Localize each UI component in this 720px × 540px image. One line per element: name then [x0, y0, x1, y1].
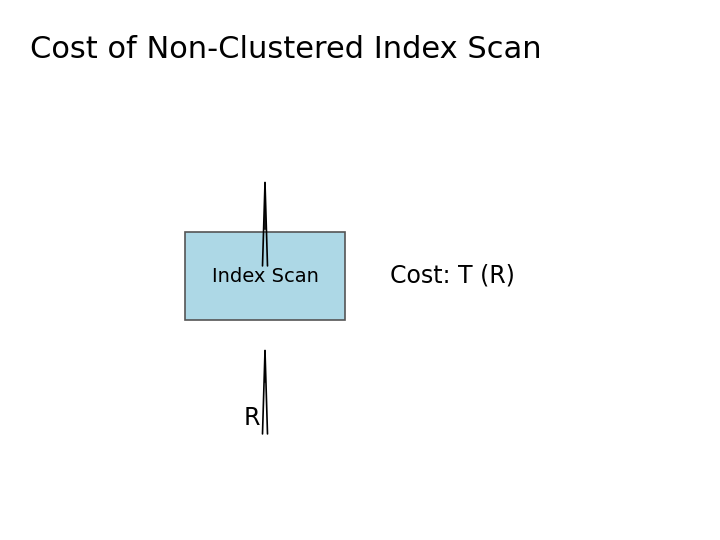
Text: Index Scan: Index Scan — [212, 267, 318, 286]
Text: Cost: T (R): Cost: T (R) — [390, 264, 515, 288]
Text: Cost of Non-Clustered Index Scan: Cost of Non-Clustered Index Scan — [30, 35, 541, 64]
Text: R: R — [244, 406, 260, 430]
Bar — [185, 232, 345, 320]
